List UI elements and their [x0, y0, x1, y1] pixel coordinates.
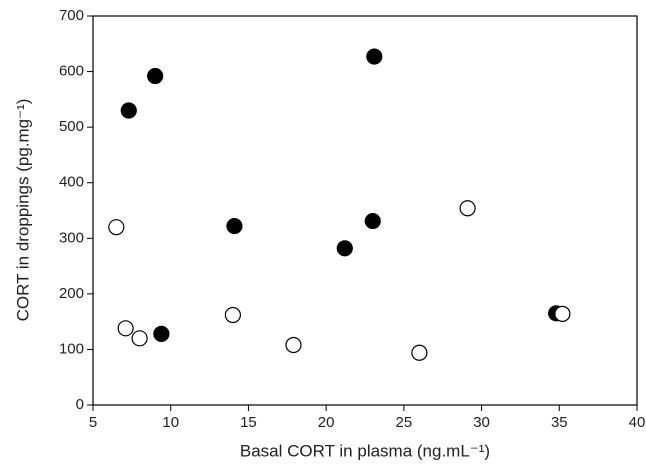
- point: [366, 48, 383, 65]
- x-tick-label: 15: [240, 414, 257, 431]
- x-tick-label: 35: [551, 414, 568, 431]
- y-tick-label: 300: [59, 229, 84, 246]
- y-tick-label: 500: [59, 118, 84, 135]
- point: [153, 325, 170, 342]
- y-tick-label: 700: [59, 7, 84, 24]
- point: [120, 102, 137, 119]
- y-axis-title: CORT in droppings (pg.mg⁻¹): [13, 99, 32, 322]
- point: [459, 200, 476, 217]
- plot-frame: [92, 15, 638, 406]
- x-tick-label: 10: [162, 414, 179, 431]
- y-tick-label: 100: [59, 340, 84, 357]
- point: [226, 217, 243, 235]
- x-tick-label: 25: [396, 414, 413, 431]
- y-tick-label: 400: [59, 174, 84, 191]
- x-tick-label: 20: [318, 414, 335, 431]
- x-tick-label: 5: [89, 414, 97, 431]
- point: [554, 305, 571, 322]
- point: [131, 330, 148, 347]
- point: [336, 240, 353, 257]
- x-tick-label: 30: [473, 414, 490, 431]
- point: [285, 336, 302, 354]
- x-axis-title: Basal CORT in plasma (ng.mL⁻¹): [240, 441, 490, 460]
- y-tick-label: 600: [59, 63, 84, 80]
- point: [411, 344, 428, 361]
- point: [224, 306, 241, 324]
- point: [108, 219, 125, 236]
- point: [117, 320, 134, 337]
- point: [147, 67, 164, 85]
- y-tick-label: 200: [59, 285, 84, 302]
- x-tick-label: 40: [629, 414, 646, 431]
- y-tick-label: 0: [76, 396, 84, 413]
- point: [364, 212, 381, 230]
